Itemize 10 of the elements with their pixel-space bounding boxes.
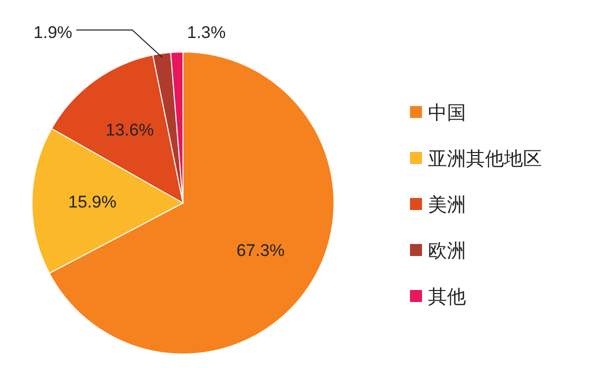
legend-label: 欧洲 [428, 241, 466, 262]
data-label: 15.9% [68, 192, 117, 212]
data-label: 1.3% [187, 23, 226, 42]
legend-label: 其他 [428, 287, 466, 308]
data-label: 1.9% [34, 23, 72, 42]
data-label: 13.6% [106, 120, 154, 140]
legend-label: 中国 [428, 103, 466, 124]
legend-label: 亚洲其他地区 [428, 149, 542, 170]
data-label: 67.3% [236, 240, 285, 260]
legend-label: 美洲 [428, 194, 466, 216]
